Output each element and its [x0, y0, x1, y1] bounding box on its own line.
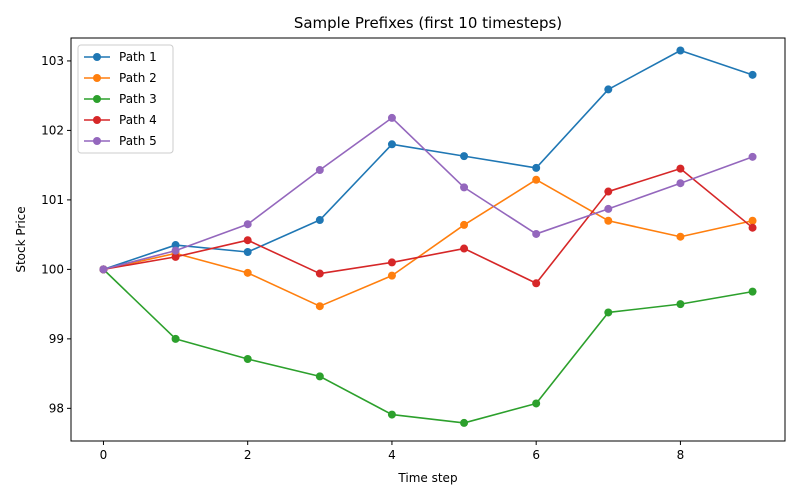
data-point — [387, 410, 396, 419]
x-tick-label: 2 — [244, 448, 252, 462]
legend-marker — [93, 74, 101, 82]
chart-title: Sample Prefixes (first 10 timesteps) — [294, 14, 562, 32]
series-5 — [99, 113, 757, 274]
data-point — [604, 308, 613, 317]
legend-label: Path 2 — [119, 71, 157, 85]
legend-label: Path 4 — [119, 113, 157, 127]
data-point — [460, 418, 469, 427]
data-point — [315, 216, 324, 225]
data-point — [460, 244, 469, 253]
data-point — [676, 164, 685, 173]
data-point — [460, 183, 469, 192]
data-point — [315, 269, 324, 278]
data-point — [315, 166, 324, 175]
data-point — [532, 163, 541, 172]
x-tick-label: 4 — [388, 448, 396, 462]
data-point — [315, 372, 324, 381]
data-point — [604, 204, 613, 213]
x-axis-title: Time step — [397, 471, 457, 485]
legend-marker — [93, 116, 101, 124]
y-tick-label: 98 — [49, 401, 64, 415]
legend-item: Path 5 — [84, 134, 157, 148]
data-point — [171, 334, 180, 343]
data-point — [604, 187, 613, 196]
data-point — [460, 220, 469, 229]
y-tick-label: 100 — [41, 262, 64, 276]
data-point — [604, 85, 613, 94]
y-tick-label: 99 — [49, 332, 64, 346]
series-line — [103, 178, 753, 308]
y-tick-label: 101 — [41, 193, 64, 207]
x-tick-label: 8 — [677, 448, 685, 462]
plot-area: 0 2 4 6 8 98 99 100 101 102 103 — [41, 37, 786, 462]
y-tick-label: 102 — [41, 123, 64, 137]
x-tick-label: 0 — [100, 448, 108, 462]
series-line — [103, 167, 754, 285]
series-line — [102, 268, 753, 424]
data-point — [748, 152, 757, 161]
legend-label: Path 1 — [119, 50, 157, 64]
data-point — [532, 229, 541, 238]
legend-marker — [93, 95, 101, 103]
series-4 — [99, 164, 757, 288]
data-point — [676, 300, 685, 309]
data-point — [604, 216, 613, 225]
series-layer — [99, 46, 757, 427]
data-point — [243, 268, 252, 277]
legend-marker — [93, 53, 101, 61]
legend: Path 1 Path 2 Path 3 Path 4 Path 5 — [77, 44, 174, 154]
y-axis: 98 99 100 101 102 103 — [41, 54, 71, 415]
x-tick-label: 6 — [532, 448, 540, 462]
legend-box — [77, 44, 174, 154]
data-point — [748, 216, 757, 225]
legend-marker — [93, 137, 101, 145]
data-point — [99, 265, 108, 274]
legend-item: Path 4 — [84, 113, 157, 127]
legend-item: Path 2 — [84, 71, 157, 85]
legend-label: Path 5 — [119, 134, 157, 148]
data-point — [748, 287, 757, 296]
data-point — [387, 258, 396, 267]
data-point — [243, 248, 252, 257]
x-axis: 0 2 4 6 8 — [100, 441, 685, 462]
data-point — [387, 140, 396, 149]
legend-label: Path 3 — [119, 92, 157, 106]
data-point — [532, 279, 541, 288]
legend-item: Path 1 — [84, 50, 157, 64]
data-point — [460, 152, 469, 161]
axes-frame — [70, 37, 786, 442]
data-point — [243, 236, 252, 245]
data-point — [315, 302, 324, 311]
data-point — [676, 46, 685, 55]
data-point — [748, 70, 757, 79]
data-point — [243, 355, 252, 364]
data-point — [171, 246, 180, 255]
data-point — [748, 223, 757, 232]
data-point — [171, 252, 180, 261]
data-point — [676, 232, 685, 241]
series-line — [103, 117, 753, 271]
y-axis-title: Stock Price — [14, 206, 28, 272]
data-point — [387, 113, 396, 122]
legend-item: Path 3 — [84, 92, 157, 106]
y-tick-label: 103 — [41, 54, 64, 68]
data-point — [387, 271, 396, 280]
data-point — [243, 220, 252, 229]
data-point — [676, 179, 685, 188]
data-point — [532, 175, 541, 184]
data-point — [532, 399, 541, 408]
data-point — [171, 241, 180, 250]
